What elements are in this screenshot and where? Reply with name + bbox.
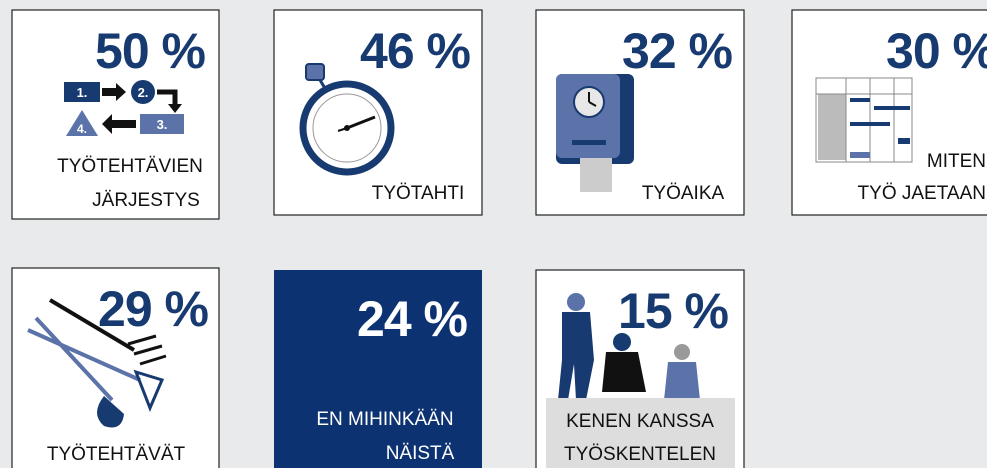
label: TYÖAIKA <box>642 183 725 204</box>
percent: 46 % <box>360 23 471 79</box>
time-clock-icon <box>556 74 634 192</box>
percent: 32 % <box>622 23 733 79</box>
tile: 30 % MITEN TYÖ JAETAAN <box>791 9 987 216</box>
label: TYÖTAHTI <box>372 183 465 204</box>
tile: 46 % TYÖTAHTI <box>273 9 483 216</box>
people-icon <box>558 293 700 400</box>
stopwatch-icon <box>299 63 395 176</box>
order-icon: 1. 2. 3. 4. <box>64 80 184 136</box>
svg-text:1.: 1. <box>77 85 88 100</box>
label: TYÖTEHTÄVIEN <box>57 156 203 177</box>
label: TYÖTEHTÄVÄT <box>47 444 186 465</box>
label: JÄRJESTYS <box>92 190 200 211</box>
tile-box <box>11 9 220 220</box>
svg-text:4.: 4. <box>77 122 87 136</box>
label: TYÖ JAETAAN <box>858 183 986 204</box>
tile: 24 % EN MIHINKÄÄN NÄISTÄ <box>274 270 482 468</box>
tile: 1. 2. 3. 4. 50 % TYÖTEHTÄVIEN JÄRJESTYS <box>11 9 220 220</box>
svg-text:2.: 2. <box>138 85 149 100</box>
svg-text:3.: 3. <box>157 117 168 132</box>
label: NÄISTÄ <box>386 443 455 464</box>
percent: 50 % <box>95 23 206 79</box>
label: EN MIHINKÄÄN <box>316 409 453 430</box>
tools-icon <box>27 298 167 428</box>
percent: 15 % <box>618 283 729 339</box>
tile-box <box>274 270 482 468</box>
label: MITEN <box>927 151 986 172</box>
percent: 30 % <box>886 23 987 79</box>
label-background <box>546 398 735 468</box>
label: KENEN KANSSA <box>566 411 714 432</box>
tile: 29 % TYÖTEHTÄVÄT <box>11 267 220 468</box>
percent: 29 % <box>98 281 209 337</box>
label: TYÖSKENTELEN <box>564 444 716 465</box>
tile: 15 % KENEN KANSSA TYÖSKENTELEN <box>535 269 745 468</box>
tile: 32 % TYÖAIKA <box>535 9 745 216</box>
percent: 24 % <box>357 291 468 347</box>
schedule-icon <box>815 77 913 163</box>
